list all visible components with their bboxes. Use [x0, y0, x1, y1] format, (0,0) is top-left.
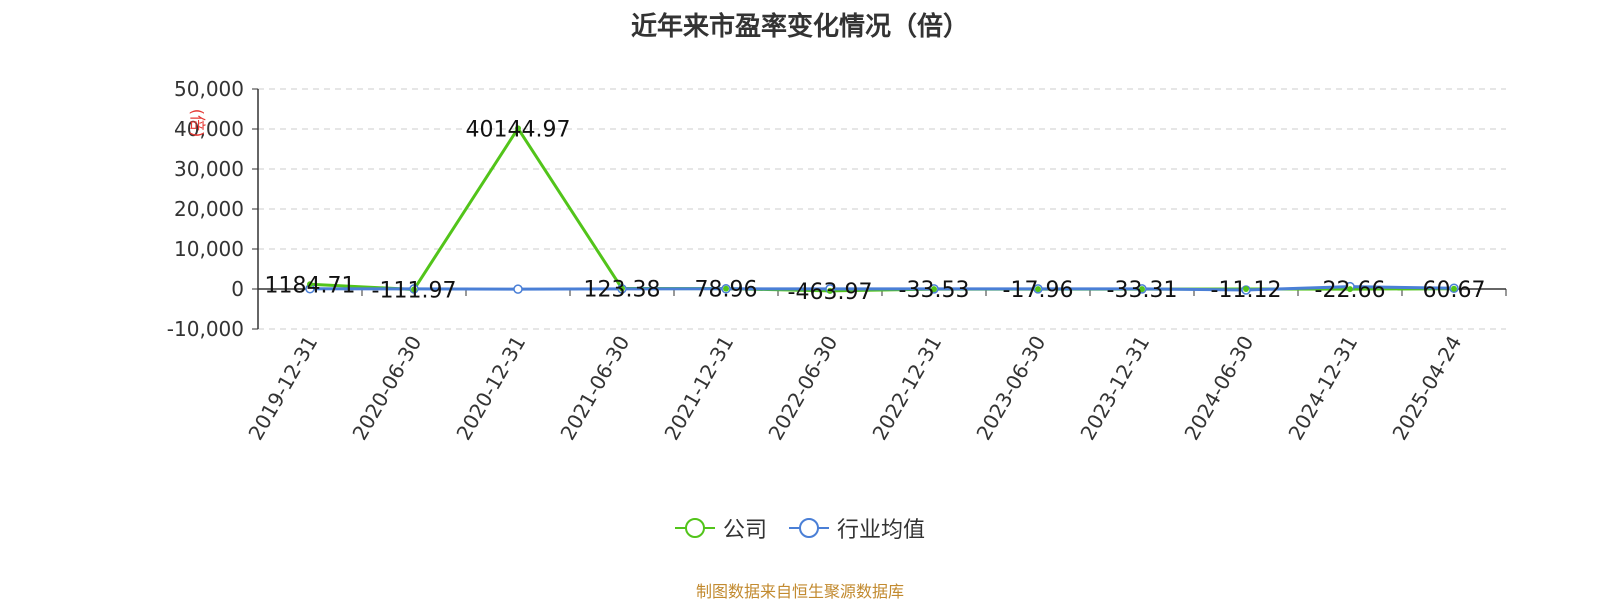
- data-point-company: [307, 281, 313, 288]
- legend: 公司 行业均值: [0, 512, 1600, 544]
- data-label-company: -33.53: [899, 278, 970, 303]
- series-lines: [305, 125, 1459, 295]
- series-line-industry-average: [309, 285, 1455, 292]
- data-point-company: [931, 286, 937, 293]
- y-tick-label: 10,000: [174, 237, 244, 261]
- data-point-company: [515, 125, 521, 132]
- data-point-company: [1451, 285, 1457, 292]
- y-tick-label: 40,000: [174, 117, 244, 141]
- data-point-company: [619, 285, 625, 292]
- data-label-company: -463.97: [788, 280, 873, 305]
- data-label-company: -33.31: [1107, 278, 1178, 303]
- data-label-company: -11.12: [1211, 278, 1282, 303]
- x-tick-label: 2023-06-30: [971, 332, 1050, 445]
- y-tick-label: 30,000: [174, 157, 244, 181]
- axes: -10,000 0 10,000 20,000 30,000 40,000 50,000 (倍…: [167, 77, 1507, 445]
- legend-line-circle-icon: [789, 518, 829, 538]
- data-label-company: 1184.71: [265, 273, 356, 298]
- data-point-company: [1035, 286, 1041, 293]
- data-label-company: 40144.97: [466, 117, 571, 142]
- x-tick-label: 2024-12-31: [1283, 332, 1362, 445]
- data-label-company: 60.67: [1423, 278, 1486, 303]
- data-point-company: [411, 286, 417, 293]
- legend-item-company[interactable]: 公司: [674, 512, 767, 544]
- data-point-company: [1139, 286, 1145, 293]
- y-tick-label: 0: [231, 277, 244, 301]
- legend-label-industry-average: 行业均值: [837, 518, 926, 543]
- data-label-company: 78.96: [695, 278, 758, 303]
- data-point-company: [827, 287, 833, 294]
- series-line-company: [309, 126, 1455, 293]
- data-label-company: 123.38: [584, 278, 661, 303]
- data-point-company: [1347, 286, 1353, 293]
- legend-line-circle-icon: [674, 518, 715, 538]
- x-tick-label: 2023-12-31: [1075, 332, 1154, 445]
- chart-title: 近年来市盈率变化情况（倍）: [630, 12, 969, 42]
- x-tick-label: 2022-12-31: [867, 332, 946, 445]
- x-tick-label: 2022-06-30: [763, 332, 842, 445]
- data-label-company: -111.97: [372, 278, 457, 303]
- y-unit-label: (倍): [188, 109, 207, 138]
- source-footnote: 制图数据来自恒生聚源数据库: [695, 582, 904, 601]
- legend-label-company: 公司: [722, 518, 767, 543]
- x-tick-label: 2021-06-30: [555, 332, 634, 445]
- data-point-company: [723, 285, 729, 292]
- legend-item-industry-average[interactable]: 行业均值: [789, 512, 925, 544]
- x-tick-label: 2021-12-31: [659, 332, 738, 445]
- data-labels: 1184.71 -111.97 40144.97 123.38 78.96 -463.97…: [265, 117, 1486, 304]
- data-point-industry-average: [513, 284, 523, 294]
- x-tick-label: 2020-06-30: [347, 332, 426, 445]
- data-label-company: -22.66: [1315, 278, 1386, 303]
- x-tick-label: 2025-04-24: [1387, 332, 1466, 445]
- x-tick-label: 2024-06-30: [1179, 332, 1258, 445]
- y-tick-label: 50,000: [174, 77, 244, 101]
- gridlines: [258, 88, 1506, 330]
- data-point-company: [1243, 286, 1249, 293]
- x-tick-label: 2019-12-31: [243, 332, 322, 445]
- x-tick-label: 2020-12-31: [451, 332, 530, 445]
- y-tick-label: -10,000: [167, 317, 244, 341]
- data-label-company: -17.96: [1003, 278, 1074, 303]
- y-tick-label: 20,000: [174, 197, 244, 221]
